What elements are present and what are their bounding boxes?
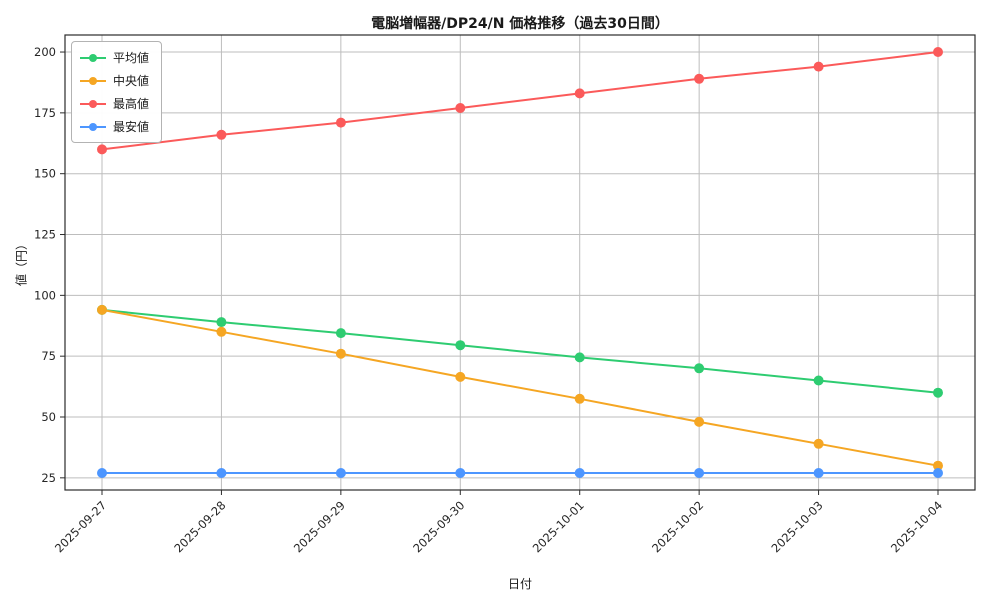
data-point-marker (455, 340, 466, 351)
data-point-marker (813, 61, 824, 72)
data-point-marker (813, 375, 824, 386)
data-point-marker (97, 144, 107, 155)
legend-entry-median: 中央値 (80, 72, 149, 89)
y-tick-label: 125 (34, 228, 56, 242)
data-point-marker (933, 460, 943, 471)
series-2 (97, 47, 943, 155)
series-1 (97, 304, 943, 471)
gridlines (65, 35, 975, 490)
legend-entry-min: 最安値 (80, 118, 149, 135)
data-point-marker (335, 348, 346, 359)
axes-box (64, 34, 976, 491)
data-point-marker (933, 468, 943, 478)
data-point-marker (813, 468, 824, 478)
data-point-marker (574, 393, 585, 404)
data-point-marker (574, 468, 585, 478)
legend-label-min: 最安値 (113, 120, 150, 134)
series-line-2 (101, 51, 939, 151)
data-point-marker (335, 468, 346, 478)
data-point-marker (694, 73, 705, 84)
legend-line-marker-min (80, 122, 106, 132)
data-point-marker (216, 129, 227, 140)
data-point-marker (933, 47, 943, 57)
data-point-marker (455, 371, 466, 382)
x-tick-label: 2025-09-29 (291, 498, 348, 555)
y-tick-label: 150 (34, 167, 56, 181)
series-0 (97, 304, 943, 398)
tick-labels: 25 50 75 100 125 150 175 200 2025-09-27 2025-09-2… (34, 45, 945, 555)
data-point-marker (694, 416, 705, 427)
data-point-marker (933, 387, 943, 398)
y-tick-label: 200 (34, 45, 56, 59)
x-tick-label: 2025-10-02 (649, 498, 706, 555)
data-point-marker (455, 103, 466, 113)
y-tick-label: 175 (34, 106, 56, 120)
data-point-marker (335, 328, 346, 339)
data-point-marker (97, 304, 107, 315)
x-tick-label: 2025-10-03 (769, 498, 826, 555)
legend-label-median: 中央値 (113, 74, 150, 88)
data-point-marker (694, 468, 705, 478)
y-axis-label: 値（円） (14, 237, 29, 287)
data-point-marker (216, 317, 227, 328)
legend-entry-average: 平均値 (80, 49, 149, 66)
data-point-marker (97, 468, 107, 478)
legend-label-average: 平均値 (113, 51, 150, 65)
legend-entry-max: 最高値 (80, 95, 149, 112)
tick-marks (60, 51, 939, 495)
y-tick-label: 75 (41, 349, 56, 363)
x-axis-label: 日付 (507, 577, 532, 591)
series-line-0 (101, 308, 939, 394)
legend-line-marker-median (80, 76, 106, 86)
y-tick-label: 50 (41, 410, 56, 424)
x-tick-label: 2025-09-30 (410, 498, 467, 555)
series-line-1 (101, 308, 939, 467)
x-tick-label: 2025-10-04 (888, 498, 945, 555)
data-point-marker (694, 363, 705, 374)
x-tick-label: 2025-09-27 (52, 498, 109, 555)
data-point-marker (574, 88, 585, 99)
legend-label-max: 最高値 (113, 97, 150, 111)
y-tick-label: 100 (34, 288, 56, 302)
data-point-marker (574, 352, 585, 363)
data-point-marker (455, 468, 466, 478)
x-tick-label: 2025-09-28 (171, 498, 228, 555)
data-point-marker (813, 438, 824, 449)
data-point-marker (216, 468, 227, 478)
legend-line-marker-average (80, 53, 106, 63)
data-point-marker (216, 326, 227, 337)
chart-title: 電脳増幅器/DP24/N 価格推移（過去30日間） (371, 16, 669, 32)
y-tick-label: 25 (41, 471, 56, 485)
x-tick-label: 2025-10-01 (530, 498, 587, 555)
legend-line-marker-max (80, 99, 106, 109)
series-3 (97, 468, 943, 478)
data-point-marker (335, 117, 346, 128)
legend: 平均値 中央値 最高値 最安値 (71, 41, 163, 143)
